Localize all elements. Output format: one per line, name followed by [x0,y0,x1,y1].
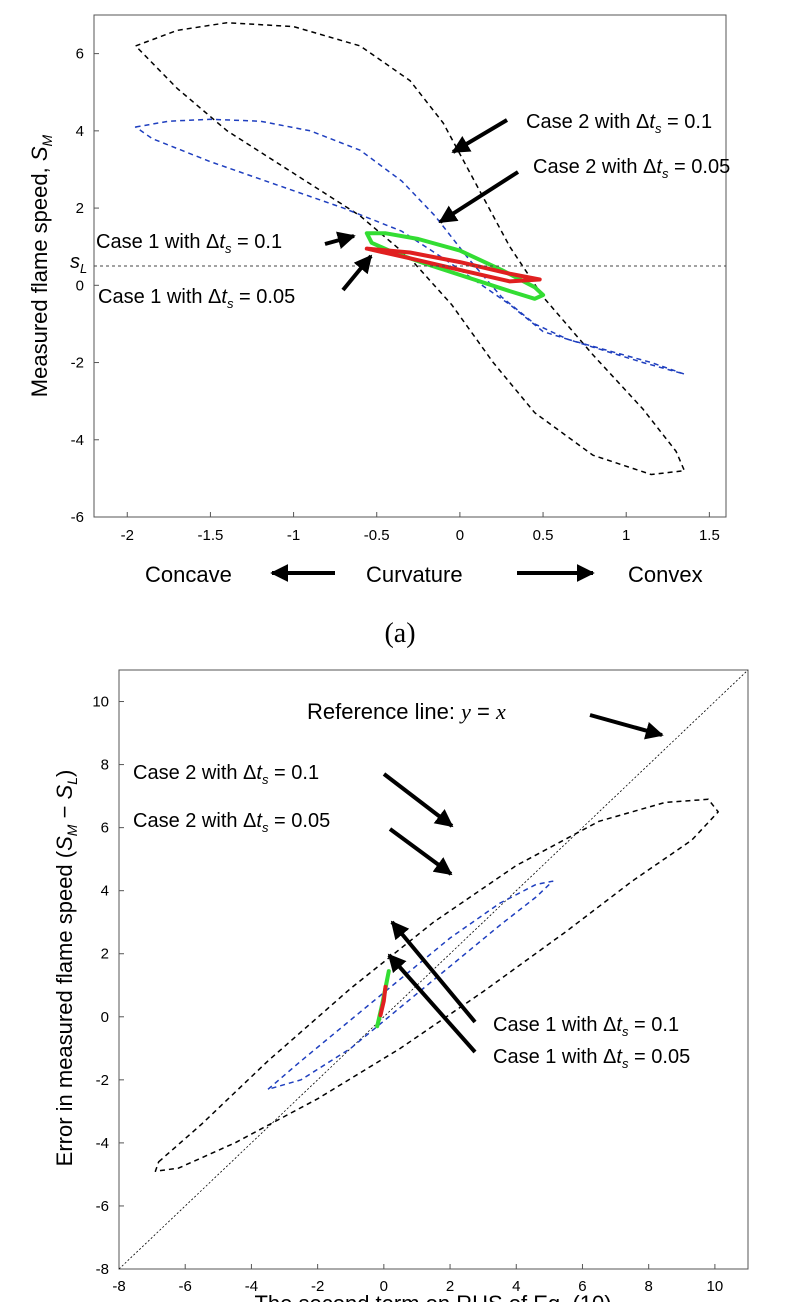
y-tick-label: -8 [96,1261,109,1278]
panel-b-xlabel: The second term on RHS of Eq. (10) [254,1291,611,1302]
panel-a-ylabel: Measured flame speed, SM [27,134,55,397]
panel-b-chart: -8 -6 -4 -2 0 2 4 6 8 10 -8 -6 -4 -2 0 2 4 6 8 10 Error in … [52,669,749,1302]
panel-a-convex-label: Convex [628,562,703,587]
panel-b-annotation-case1-01: Case 1 with Δts = 0.1 [493,1014,679,1039]
x-tick-label: -0.5 [364,527,390,544]
x-tick-label: -1.5 [197,527,223,544]
panel-b-ticks: -8 -6 -4 -2 0 2 4 6 8 10 -8 -6 -4 -2 0 2 4 6 8 10 [92,694,723,1295]
x-tick-label: -1 [287,527,300,544]
panel-b-arrow-reference [589,713,664,740]
y-tick-label: -4 [96,1135,109,1152]
panel-a-plot-frame [93,14,727,518]
panel-a-arrow-case2-005 [438,170,520,224]
series-line-4 [364,246,542,284]
panel-b-annotation-reference: Reference line: y = x [307,699,506,724]
x-tick-label: 0.5 [533,527,554,544]
series-line-2 [267,880,554,1091]
y-tick-label: 4 [76,123,84,140]
x-tick-label: -4 [245,1278,258,1295]
panel-a-annotation-case1-005: Case 1 with Δts = 0.05 [98,286,295,311]
panel-a-ticks: -2 -1.5 -1 -0.5 0 0.5 1 1.5 -6 -4 -2 0 2 4 6 [71,46,720,544]
panel-a-annotation-case2-005: Case 2 with Δts = 0.05 [533,156,730,181]
panel-a-arrow-case1-01 [324,231,356,249]
panel-b-arrow-case1-005 [387,953,477,1054]
y-tick-label: 8 [101,757,109,774]
y-tick-label: 6 [76,46,84,63]
panel-a-arrow-case1-005 [341,254,373,292]
y-tick-label: 0 [101,1009,109,1026]
x-tick-label: -2 [121,527,134,544]
x-tick-label: 1 [622,527,630,544]
panel-a-annotation-case1-01: Case 1 with Δts = 0.1 [96,231,282,256]
y-tick-label: 2 [76,200,84,217]
y-tick-label: 2 [101,946,109,963]
panel-b-arrow-case2-005 [388,827,453,876]
y-tick-label: 0 [76,277,84,294]
x-tick-label: 10 [707,1278,724,1295]
y-tick-label: -2 [71,355,84,372]
x-tick-label: 6 [578,1278,586,1295]
panel-b-arrow-case2-01 [382,772,454,828]
x-tick-label: 4 [512,1278,520,1295]
x-tick-label: -8 [112,1278,125,1295]
panel-a-chart: -2 -1.5 -1 -0.5 0 0.5 1 1.5 -6 -4 -2 0 2 4 6 sL Measur… [27,14,730,587]
panel-b-annotation-case2-005: Case 2 with Δts = 0.05 [133,810,330,835]
y-tick-label: 10 [92,694,109,711]
panel-b-ylabel: Error in measured flame speed (SM − SL) [52,770,80,1167]
panel-a-arrow-case2-01 [451,118,509,154]
x-tick-label: -2 [311,1278,324,1295]
y-tick-label: -6 [96,1198,109,1215]
y-tick-label: 6 [101,820,109,837]
x-tick-label: 1.5 [699,527,720,544]
panel-b-annotation-case1-005: Case 1 with Δts = 0.05 [493,1046,690,1071]
x-tick-label: -6 [179,1278,192,1295]
series-line-1 [134,21,686,476]
panel-a-annotation-case2-01: Case 2 with Δts = 0.1 [526,111,712,136]
panel-b-arrow-case1-01 [390,920,477,1024]
panel-b-series [154,798,719,1173]
panel-a-label: (a) [384,618,415,649]
series-line-4 [378,984,388,1018]
panel-b-plot-frame [118,669,749,1270]
y-tick-label: 4 [101,883,109,900]
x-tick-label: 8 [645,1278,653,1295]
x-tick-label: 0 [380,1278,388,1295]
panel-a-concave-label: Concave [145,562,232,587]
panel-a-series [134,21,686,476]
panel-a-xlabel: Curvature [366,562,463,587]
y-tick-label: -6 [71,509,84,526]
x-tick-label: 2 [446,1278,454,1295]
y-tick-label: -4 [71,432,84,449]
y-tick-label: -2 [96,1072,109,1089]
x-tick-label: 0 [456,527,464,544]
series-line-2 [134,118,686,375]
panel-a-reference-label: sL [70,251,87,276]
series-line-1 [154,798,719,1173]
panel-b-annotation-case2-01: Case 2 with Δts = 0.1 [133,762,319,787]
panel-b-reference-line [118,669,749,1270]
